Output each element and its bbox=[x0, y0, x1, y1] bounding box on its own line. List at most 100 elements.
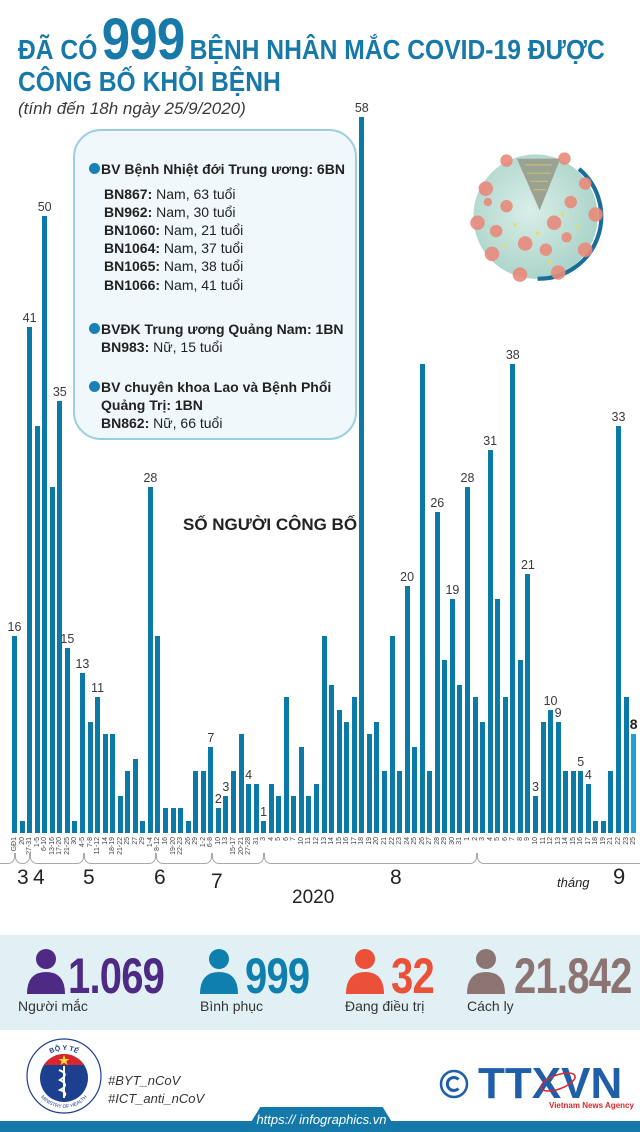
bar bbox=[389, 635, 395, 833]
bar bbox=[442, 660, 448, 833]
x-tick-label: 15 bbox=[569, 837, 577, 845]
month-bracket-5 bbox=[84, 853, 156, 864]
bar bbox=[170, 808, 176, 833]
x-tick-label: 8 bbox=[516, 837, 524, 841]
website-link[interactable]: https:// infographics.vn bbox=[245, 1107, 398, 1132]
bar-value-label: 10 bbox=[543, 693, 558, 708]
month-bracket-4 bbox=[30, 853, 84, 864]
x-tick-label: 29 bbox=[441, 837, 449, 845]
x-tick-label: 30 bbox=[448, 837, 456, 845]
x-tick-label: 10 bbox=[531, 837, 539, 845]
patient-desc: Nữ, 66 tuổi bbox=[149, 415, 223, 431]
bar bbox=[314, 783, 319, 833]
bar bbox=[548, 709, 554, 833]
patient-desc: Nam, 21 tuổi bbox=[160, 222, 244, 238]
bar bbox=[306, 795, 312, 833]
month-bracket-phase1 bbox=[0, 853, 15, 864]
bar bbox=[570, 771, 576, 833]
x-tick-label: 17 bbox=[350, 837, 358, 845]
month-label-9: 9 bbox=[613, 864, 626, 889]
bar bbox=[434, 512, 440, 833]
bar bbox=[102, 734, 108, 833]
x-tick-label: 22 bbox=[388, 837, 396, 845]
bar bbox=[487, 450, 493, 833]
x-tick-label: 27 bbox=[426, 837, 434, 845]
bar bbox=[193, 771, 199, 833]
bar bbox=[42, 216, 48, 833]
month-bracket-9 bbox=[477, 853, 640, 864]
bar bbox=[480, 721, 486, 833]
bar bbox=[72, 820, 78, 833]
agency-name: Vietnam News Agency bbox=[549, 1101, 634, 1110]
x-tick-label: 24 bbox=[403, 837, 411, 845]
bar-value-label: 1 bbox=[260, 804, 268, 819]
bar bbox=[261, 820, 267, 833]
x-tick-label: 20 bbox=[373, 837, 381, 845]
bar-value-label: 26 bbox=[430, 496, 445, 511]
bar bbox=[427, 771, 433, 833]
bar bbox=[64, 647, 70, 833]
x-tick-label: 13 bbox=[320, 837, 328, 845]
patient-desc: Nam, 30 tuổi bbox=[152, 204, 236, 220]
x-tick-label: 13 bbox=[222, 837, 230, 845]
person-icon bbox=[27, 949, 65, 994]
bar-value-label: 3 bbox=[222, 779, 230, 794]
bar bbox=[238, 734, 244, 833]
x-tick-label: 1-2 bbox=[199, 837, 207, 848]
x-tick-label: 29 bbox=[139, 837, 147, 845]
bar bbox=[87, 721, 93, 833]
stat-treating-value: 32 bbox=[391, 948, 435, 1004]
x-tick-label: 3 bbox=[260, 837, 268, 841]
bar bbox=[540, 721, 546, 833]
hospital-title-1: BV Bệnh Nhiệt đới Trung ương: 6BN bbox=[101, 161, 345, 177]
bar bbox=[600, 820, 606, 833]
bar bbox=[381, 771, 387, 833]
x-tick-label: 1 bbox=[464, 837, 471, 841]
bar bbox=[404, 586, 410, 833]
bar-value-label: 21 bbox=[520, 557, 535, 572]
patient-id: BN862: bbox=[101, 415, 150, 431]
stat-cases-value: 1.069 bbox=[68, 948, 165, 1004]
bar bbox=[298, 746, 304, 833]
bar bbox=[593, 820, 599, 833]
month-label-5: 5 bbox=[83, 866, 95, 889]
chart-title: SỐ NGƯỜI CÔNG BỐ bbox=[183, 515, 358, 534]
x-tick-label: 19 bbox=[599, 837, 607, 845]
patient-desc: Nam, 63 tuổi bbox=[152, 186, 236, 202]
bar bbox=[472, 697, 478, 833]
copyright-icon bbox=[439, 1069, 469, 1099]
bar bbox=[49, 487, 55, 833]
bar-value-label: 19 bbox=[445, 582, 460, 597]
bar bbox=[276, 795, 282, 833]
x-tick-label: 21 bbox=[380, 837, 388, 845]
bar bbox=[223, 795, 229, 833]
x-tick-label: 5 bbox=[275, 837, 283, 841]
bullet-icon bbox=[89, 163, 100, 174]
x-tick-label: 23 bbox=[622, 837, 630, 845]
x-tick-label: 20 bbox=[18, 837, 26, 845]
bar bbox=[344, 721, 350, 833]
website-url[interactable]: https:// infographics.vn bbox=[256, 1112, 387, 1127]
x-tick-label: 8-12 bbox=[154, 837, 162, 852]
patient-id: BN1064: bbox=[104, 240, 161, 256]
month-label-3: 3 bbox=[17, 866, 29, 889]
bar bbox=[215, 808, 221, 833]
bar bbox=[366, 734, 372, 833]
x-tick-label: 12 bbox=[547, 837, 555, 845]
x-tick-label: 5 bbox=[494, 837, 502, 841]
x-tick-label: 11-12 bbox=[94, 837, 102, 855]
stat-treating-label: Đang điều trị bbox=[345, 998, 425, 1014]
x-tick-label: 4 bbox=[486, 837, 494, 841]
bar-latest bbox=[631, 734, 637, 833]
bar-value-label: 7 bbox=[207, 730, 215, 745]
x-tick-label: 1-5 bbox=[33, 837, 41, 848]
x-tick-label: 14 bbox=[328, 837, 336, 845]
x-tick-label: 23 bbox=[396, 837, 404, 845]
recovered-patients-box: BV Bệnh Nhiệt đới Trung ương: 6BN BN867:… bbox=[73, 129, 357, 440]
x-tick-label: 13 bbox=[554, 837, 562, 845]
x-tick-label: 7 bbox=[509, 837, 517, 841]
patient-desc: Nam, 41 tuổi bbox=[160, 277, 244, 293]
month-label-6: 6 bbox=[154, 866, 166, 889]
bar bbox=[397, 771, 403, 833]
